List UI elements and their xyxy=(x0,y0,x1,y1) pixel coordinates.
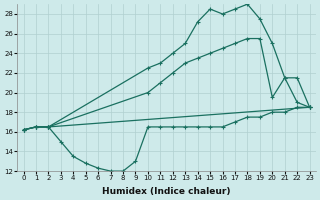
X-axis label: Humidex (Indice chaleur): Humidex (Indice chaleur) xyxy=(102,187,231,196)
